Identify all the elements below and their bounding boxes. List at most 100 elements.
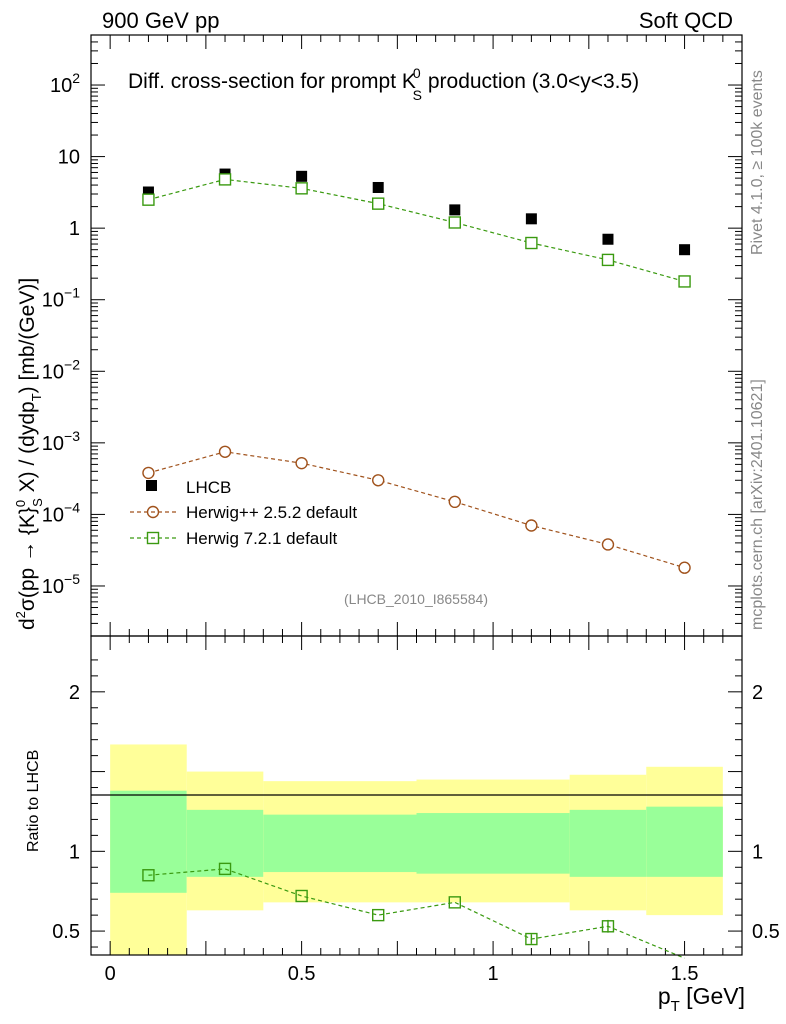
- ratio-tick-label-right: 2: [752, 682, 763, 704]
- lower-plot-frame: [90, 635, 743, 956]
- ratio-point: [448, 896, 461, 909]
- chart-title: Diff. cross-section for prompt K0 S produ…: [128, 65, 639, 103]
- data-point-herwigpp: [218, 445, 232, 458]
- y-label-sup2: 2: [13, 611, 28, 618]
- legend-label-lhcb: LHCB: [186, 478, 231, 497]
- legend-label-herwig7: Herwig 7.2.1 default: [186, 529, 337, 548]
- ratio-tick-label-left: 2: [69, 682, 80, 704]
- x-axis-label: pT [GeV]: [658, 983, 745, 1015]
- ratio-line: [148, 868, 685, 959]
- ratio-point: [295, 889, 308, 903]
- y-label-pt-sub: T: [29, 393, 44, 401]
- x-tick-label: 0.5: [288, 963, 316, 985]
- band-green: [110, 790, 187, 893]
- data-point-herwigpp: [142, 466, 155, 480]
- legend-marker-herwigpp: [146, 505, 160, 519]
- ratio-point: [601, 920, 615, 933]
- band-green: [569, 809, 647, 877]
- header-right: Soft QCD: [639, 8, 733, 33]
- y-tick-label: 10−4: [42, 499, 80, 526]
- band-green: [646, 806, 723, 877]
- series-line-2: [148, 178, 685, 283]
- data-point-herwig7: [218, 173, 232, 186]
- data-point-herwigpp: [678, 561, 691, 574]
- upper-series-lines: [148, 178, 685, 569]
- chart-title-sub: S: [413, 87, 422, 103]
- y-tick-label: 10−3: [42, 428, 80, 455]
- lower-axis-ticks: 0 0.5 1 1.5 2 2 1 1 0.5 0.5: [52, 636, 780, 985]
- upper-y-axis-label: d2σ(pp → {K}0 S X) / (dydpT) [mb/(GeV)]: [13, 278, 45, 630]
- data-point-lhcb: [602, 233, 614, 245]
- y-tick-label-exp: 2: [72, 70, 80, 86]
- upper-series-markers: [142, 168, 691, 574]
- data-point-herwig7: [142, 193, 155, 206]
- y-tick-label: 102: [50, 70, 80, 97]
- ratio-tick-label-right: 1: [752, 841, 763, 863]
- y-label-k-sub: S: [30, 498, 45, 507]
- data-point-herwig7: [678, 275, 691, 288]
- band-green: [416, 813, 570, 874]
- series-line-1: [148, 451, 685, 569]
- y-tick-label-base: 10: [42, 433, 64, 455]
- header-left: 900 GeV pp: [102, 8, 219, 33]
- chart-title-sup: 0: [413, 65, 421, 81]
- x-tick-label: 0: [105, 963, 116, 985]
- band-green: [186, 809, 264, 877]
- y-tick-label-exp: −3: [64, 428, 80, 444]
- data-point-herwigpp: [525, 519, 538, 532]
- y-label-k-sup: 0: [13, 500, 28, 507]
- y-tick-label: 10: [58, 147, 80, 169]
- data-point-herwig7: [295, 182, 308, 195]
- chart-title-main: Diff. cross-section for prompt K: [128, 70, 416, 93]
- x-label-sub: T: [671, 998, 680, 1015]
- data-point-herwig7: [601, 253, 615, 267]
- data-point-lhcb: [525, 213, 537, 225]
- band-green: [263, 814, 417, 873]
- data-point-lhcb: [142, 186, 154, 198]
- y-tick-label-exp: −2: [64, 356, 80, 372]
- y-tick-label-exp: −4: [64, 499, 80, 515]
- data-point-herwig7: [372, 197, 385, 210]
- rivet-label: Rivet 4.1.0, ≥ 100k events: [749, 70, 766, 255]
- y-tick-label-base: 10: [42, 504, 64, 526]
- ratio-uncertainty-bands: [110, 744, 723, 955]
- x-tick-label: 1.5: [671, 963, 699, 985]
- ratio-point: [525, 932, 538, 946]
- analysis-tag: (LHCB_2010_I865584): [344, 591, 488, 607]
- y-tick-label: 10−1: [42, 285, 80, 312]
- ratio-series-line: [148, 868, 685, 959]
- x-label-p: p: [658, 983, 671, 1009]
- data-point-herwigpp: [372, 474, 385, 487]
- y-tick-label-base: 10: [42, 576, 64, 598]
- y-tick-label-base: 10: [50, 75, 72, 97]
- ratio-point: [142, 869, 155, 882]
- data-point-lhcb: [679, 244, 691, 256]
- ratio-point: [218, 862, 232, 876]
- legend: LHCB Herwig++ 2.5.2 default Herwig 7.2.1…: [130, 478, 357, 548]
- data-point-lhcb: [449, 204, 461, 216]
- ratio-point: [372, 908, 385, 922]
- y-label-mid: X) / (dydp: [16, 401, 39, 498]
- data-point-lhcb: [296, 170, 308, 182]
- data-point-herwig7: [448, 216, 461, 229]
- data-point-lhcb: [372, 181, 384, 193]
- data-point-herwigpp: [295, 456, 308, 470]
- y-tick-label-base: 10: [58, 147, 80, 169]
- ratio-tick-label-left: 1: [69, 841, 80, 863]
- legend-label-herwigpp: Herwig++ 2.5.2 default: [186, 503, 357, 522]
- y-label-sigma: σ(pp → {K}: [16, 507, 39, 611]
- x-tick-label: 1: [488, 963, 499, 985]
- y-tick-label-base: 10: [42, 290, 64, 312]
- chart-title-end: production (3.0<y<3.5): [422, 70, 639, 93]
- mcplots-label: mcplots.cern.ch [arXiv:2401.10621]: [749, 379, 766, 630]
- y-label-d: d: [16, 618, 39, 630]
- data-point-herwig7: [525, 236, 538, 250]
- ratio-tick-label-left: 0.5: [52, 921, 80, 943]
- y-tick-label-exp: −5: [64, 571, 80, 587]
- data-point-herwigpp: [448, 495, 461, 509]
- y-label-end: ) [mb/(GeV)]: [16, 278, 39, 394]
- legend-marker-herwig7: [146, 531, 160, 545]
- y-tick-label: 10−5: [42, 571, 80, 598]
